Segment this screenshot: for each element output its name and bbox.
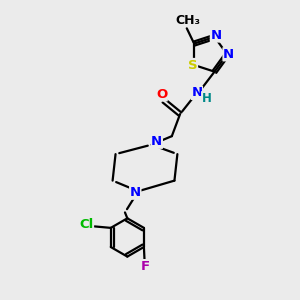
Text: N: N [210,29,222,42]
Text: N: N [223,48,234,61]
Text: F: F [140,260,150,273]
Text: Cl: Cl [79,218,93,231]
Text: CH₃: CH₃ [176,14,201,26]
Text: N: N [130,186,141,199]
Text: S: S [188,58,197,71]
Text: O: O [156,88,167,101]
Text: H: H [202,92,212,105]
Text: N: N [151,135,162,148]
Text: N: N [191,86,203,99]
